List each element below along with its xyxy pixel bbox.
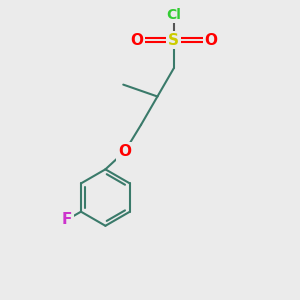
Text: S: S [168,32,179,47]
Text: F: F [61,212,72,227]
Text: O: O [118,144,131,159]
Text: O: O [204,32,218,47]
Text: O: O [130,32,143,47]
Text: Cl: Cl [166,8,181,22]
